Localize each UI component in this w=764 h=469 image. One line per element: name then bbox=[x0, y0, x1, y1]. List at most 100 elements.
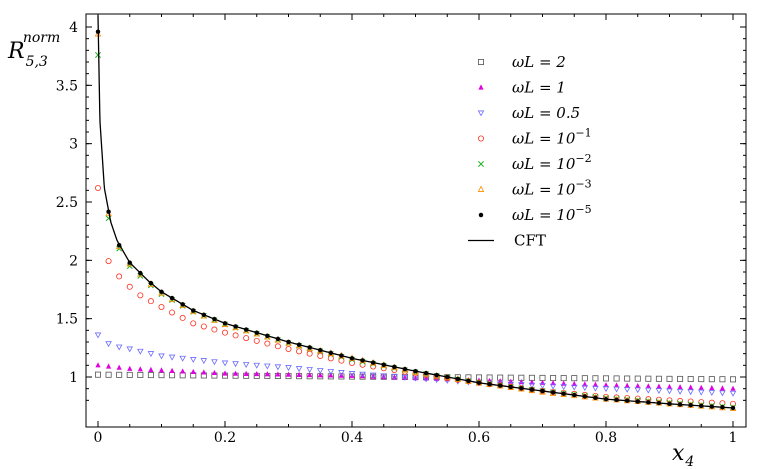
data-point bbox=[211, 359, 218, 366]
data-point bbox=[200, 323, 207, 330]
data-point bbox=[148, 366, 154, 372]
data-point bbox=[708, 376, 715, 383]
legend-label: ωL = 1 bbox=[512, 79, 566, 97]
legend-marker bbox=[477, 59, 484, 66]
data-point bbox=[211, 326, 218, 333]
data-point bbox=[295, 366, 303, 373]
data-point bbox=[317, 352, 324, 359]
data-point bbox=[105, 363, 112, 369]
data-point bbox=[317, 372, 323, 378]
data-point bbox=[634, 375, 641, 382]
data-point bbox=[127, 365, 133, 371]
data-point bbox=[666, 388, 673, 395]
data-point bbox=[232, 332, 239, 339]
data-point bbox=[169, 367, 175, 373]
y-tick-label: 1.5 bbox=[56, 312, 78, 328]
data-point bbox=[115, 344, 123, 351]
data-point bbox=[391, 374, 397, 380]
data-point bbox=[623, 386, 631, 393]
data-point bbox=[116, 273, 123, 280]
data-point bbox=[634, 387, 642, 394]
data-point bbox=[422, 376, 430, 383]
x-tick-label: 0.8 bbox=[595, 430, 617, 446]
legend-marker bbox=[478, 212, 484, 218]
data-point bbox=[221, 360, 229, 367]
x-tick-label: 0 bbox=[94, 430, 103, 446]
data-point bbox=[719, 390, 726, 397]
legend-label: ωL = 10−5 bbox=[512, 203, 592, 224]
data-point bbox=[105, 341, 112, 348]
data-point bbox=[698, 384, 704, 390]
data-point bbox=[169, 309, 176, 316]
data-point bbox=[348, 371, 356, 377]
data-point bbox=[729, 390, 737, 397]
legend: ωL = 2 ωL = 1 ωL = 0.5 ωL = 10−1 ωL = 10−2 ωL… bbox=[468, 53, 592, 250]
y-tick-label: 2 bbox=[69, 253, 78, 269]
data-point bbox=[624, 375, 631, 382]
data-point bbox=[391, 374, 398, 381]
data-point bbox=[147, 372, 154, 379]
data-point bbox=[602, 386, 610, 393]
data-point bbox=[708, 390, 716, 396]
data-point bbox=[560, 375, 567, 382]
legend-marker bbox=[478, 161, 484, 167]
data-point bbox=[613, 382, 620, 388]
data-point bbox=[380, 373, 388, 380]
x-tick-label: 1 bbox=[729, 430, 738, 446]
data-point bbox=[254, 370, 260, 377]
data-point bbox=[243, 335, 250, 342]
series-2 bbox=[94, 332, 737, 397]
y-tick-label: 1 bbox=[69, 370, 78, 386]
data-point bbox=[253, 337, 260, 344]
data-point bbox=[327, 369, 335, 375]
data-point bbox=[359, 371, 366, 378]
data-point bbox=[285, 365, 292, 372]
x-tick-label: 0.2 bbox=[214, 430, 236, 446]
data-point bbox=[635, 382, 641, 389]
data-point bbox=[709, 384, 715, 391]
data-point bbox=[603, 382, 609, 388]
legend-label: ωL = 2 bbox=[512, 53, 566, 71]
data-point bbox=[306, 350, 313, 357]
data-point bbox=[116, 364, 122, 370]
data-point bbox=[613, 375, 620, 382]
legend-label: ωL = 10−1 bbox=[512, 127, 592, 148]
data-point bbox=[603, 375, 610, 382]
data-point bbox=[370, 373, 376, 379]
data-point bbox=[275, 371, 281, 377]
plot-frame bbox=[85, 13, 747, 428]
data-point bbox=[581, 385, 589, 392]
legend-label: ωL = 0.5 bbox=[512, 104, 580, 122]
data-point bbox=[158, 303, 165, 310]
data-point bbox=[296, 348, 303, 355]
data-point bbox=[719, 385, 726, 391]
x-tick-label: 0.6 bbox=[468, 430, 490, 446]
data-point bbox=[126, 346, 134, 353]
series-6 bbox=[95, 29, 736, 411]
data-point bbox=[645, 387, 652, 394]
data-point bbox=[232, 361, 239, 368]
data-point bbox=[116, 371, 123, 378]
y-tick-label: 3.5 bbox=[56, 78, 78, 94]
data-point bbox=[242, 362, 250, 368]
data-point bbox=[180, 368, 186, 374]
data-point bbox=[592, 381, 599, 387]
data-point bbox=[137, 292, 144, 299]
data-point bbox=[655, 375, 662, 382]
data-point bbox=[560, 384, 567, 391]
data-point bbox=[613, 386, 620, 393]
data-point bbox=[592, 385, 599, 392]
data-point bbox=[168, 354, 176, 361]
data-point bbox=[285, 371, 292, 377]
data-point bbox=[201, 369, 207, 375]
legend-label: ωL = 10−3 bbox=[512, 178, 592, 199]
data-point bbox=[401, 374, 409, 381]
data-point bbox=[169, 372, 176, 379]
data-point bbox=[189, 357, 197, 363]
x-axis-title: x4 bbox=[672, 441, 694, 469]
data-point bbox=[307, 371, 313, 378]
data-point bbox=[677, 384, 683, 390]
data-point bbox=[570, 384, 578, 391]
data-point bbox=[656, 383, 662, 389]
